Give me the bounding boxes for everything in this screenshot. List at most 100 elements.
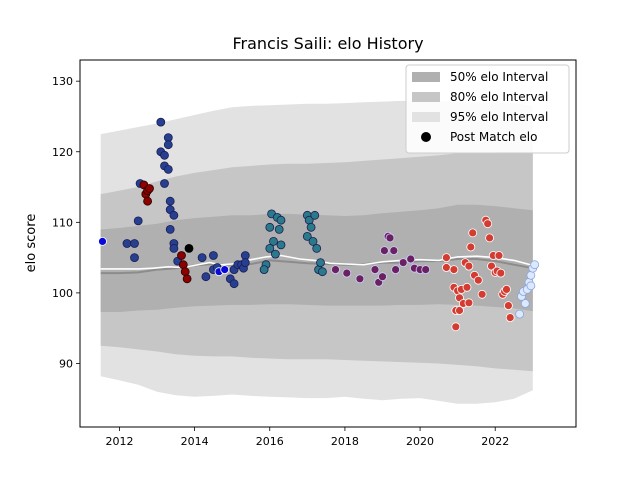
data-point bbox=[505, 313, 515, 323]
series-2 bbox=[139, 180, 192, 284]
data-point bbox=[312, 243, 322, 253]
data-point bbox=[163, 140, 173, 150]
y-axis-label: elo score bbox=[24, 214, 39, 273]
data-point bbox=[310, 210, 320, 220]
data-point bbox=[302, 231, 312, 241]
data-point bbox=[451, 322, 461, 332]
data-point bbox=[98, 236, 107, 246]
data-point bbox=[130, 253, 139, 263]
data-point bbox=[265, 243, 275, 253]
y-tick-label: 110 bbox=[52, 216, 73, 229]
data-point bbox=[265, 222, 275, 232]
legend: 50% elo Interval 80% elo Interval 95% elo … bbox=[405, 64, 570, 154]
x-tick-label: 2022 bbox=[481, 435, 509, 448]
y-tick-label: 130 bbox=[52, 75, 73, 88]
data-point bbox=[229, 279, 239, 289]
data-point bbox=[468, 228, 478, 238]
series-6 bbox=[331, 231, 431, 287]
data-point bbox=[449, 265, 459, 275]
data-point bbox=[133, 216, 143, 226]
data-point bbox=[494, 251, 504, 260]
data-point bbox=[464, 261, 474, 271]
y-tick-label: 90 bbox=[59, 357, 73, 370]
data-point bbox=[276, 215, 286, 225]
data-point bbox=[169, 243, 179, 253]
plot-frame bbox=[79, 59, 577, 428]
data-point bbox=[342, 268, 352, 278]
data-point bbox=[165, 196, 175, 206]
data-point bbox=[389, 246, 399, 256]
data-point bbox=[370, 265, 380, 275]
y-tick-label: 100 bbox=[52, 287, 73, 300]
data-point bbox=[530, 260, 540, 270]
data-point bbox=[316, 258, 325, 268]
data-point bbox=[197, 253, 207, 263]
data-point bbox=[421, 265, 431, 275]
data-point bbox=[526, 281, 536, 291]
legend-marker bbox=[421, 132, 431, 142]
data-point bbox=[160, 179, 169, 188]
data-point bbox=[455, 306, 464, 315]
series-7 bbox=[441, 215, 515, 332]
data-point bbox=[177, 251, 186, 260]
series-5 bbox=[259, 209, 327, 277]
interval-50-band bbox=[100, 204, 533, 312]
legend-swatch bbox=[412, 92, 440, 102]
chart-title: Francis Saili: elo History bbox=[232, 34, 423, 53]
data-point bbox=[391, 265, 401, 275]
data-point bbox=[259, 265, 269, 275]
data-point bbox=[165, 224, 175, 234]
data-point bbox=[317, 267, 327, 277]
series-8 bbox=[515, 260, 540, 319]
legend-label: 95% elo Interval bbox=[450, 110, 548, 124]
x-tick-label: 2020 bbox=[406, 435, 434, 448]
legend-label: 80% elo Interval bbox=[450, 90, 548, 104]
data-point bbox=[308, 236, 318, 246]
data-point bbox=[398, 258, 408, 268]
data-point bbox=[270, 249, 280, 259]
data-point bbox=[240, 258, 250, 268]
legend-label: Post Match elo bbox=[450, 130, 537, 144]
y-tick-label: 120 bbox=[52, 146, 73, 159]
x-tick-label: 2012 bbox=[105, 435, 133, 448]
legend-swatch bbox=[412, 72, 440, 82]
data-point bbox=[130, 239, 139, 248]
data-point bbox=[169, 210, 179, 220]
data-point bbox=[184, 243, 194, 253]
series-0 bbox=[98, 236, 107, 246]
data-point bbox=[483, 219, 493, 229]
data-point bbox=[462, 282, 472, 292]
data-point bbox=[145, 184, 154, 193]
data-point bbox=[163, 164, 173, 174]
data-point bbox=[269, 236, 278, 246]
data-point bbox=[515, 309, 524, 319]
legend-box bbox=[405, 64, 570, 154]
data-point bbox=[406, 254, 416, 264]
x-tick-label: 2018 bbox=[331, 435, 359, 448]
data-point bbox=[485, 233, 495, 243]
data-point bbox=[220, 265, 230, 275]
plot-area bbox=[98, 100, 540, 404]
data-point bbox=[496, 268, 506, 278]
series-3 bbox=[184, 243, 194, 253]
data-point bbox=[441, 253, 451, 263]
data-point bbox=[122, 239, 132, 248]
data-point bbox=[160, 150, 169, 160]
data-point bbox=[143, 196, 153, 206]
data-point bbox=[201, 272, 211, 282]
data-point bbox=[378, 272, 387, 282]
data-point bbox=[208, 251, 218, 260]
data-point bbox=[466, 242, 476, 252]
data-point bbox=[331, 265, 340, 275]
data-point bbox=[473, 275, 483, 285]
series-4 bbox=[214, 265, 230, 277]
legend-label: 50% elo Interval bbox=[450, 70, 548, 84]
data-point bbox=[156, 117, 166, 127]
x-tick-label: 2014 bbox=[181, 435, 209, 448]
data-point bbox=[385, 233, 395, 243]
legend-swatch bbox=[412, 112, 440, 122]
data-point bbox=[379, 246, 389, 256]
data-point bbox=[502, 284, 511, 294]
